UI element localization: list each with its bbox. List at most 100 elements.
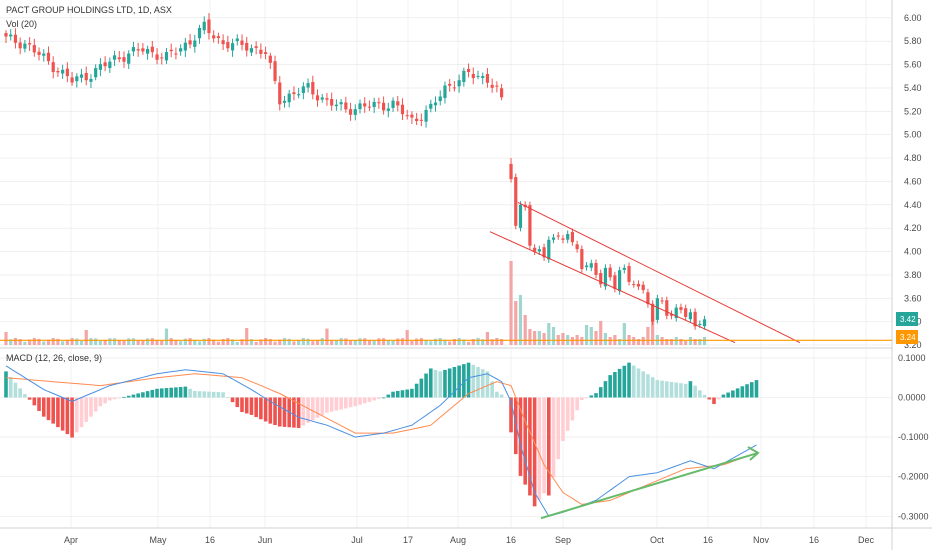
macd-histogram-bar	[131, 394, 136, 398]
macd-histogram-bar	[513, 397, 518, 455]
candle-body	[221, 40, 225, 45]
candle-body	[518, 204, 523, 228]
volume-bar	[301, 338, 305, 345]
macd-histogram-bar	[254, 397, 258, 418]
volume-bar	[580, 337, 584, 345]
macd-histogram-bar	[329, 397, 334, 412]
candle-body	[448, 83, 452, 86]
candle-body	[339, 102, 343, 105]
macd-tick-label: -0.1000	[898, 432, 929, 442]
candle-body	[533, 247, 537, 252]
last-price-label: 3.42	[900, 315, 916, 324]
macd-histogram-bar	[745, 384, 749, 398]
volume-bar	[197, 341, 202, 345]
macd-tick-label: 0.0000	[898, 393, 926, 403]
volume-bar	[70, 338, 74, 345]
candle-body	[509, 163, 513, 180]
candle-body	[391, 100, 395, 108]
macd-histogram-bar	[197, 391, 202, 398]
candle-body	[212, 35, 216, 39]
volume-bar	[599, 321, 603, 345]
macd-histogram-bar	[367, 397, 372, 402]
candle-body	[660, 300, 664, 302]
macd-histogram-bar	[443, 369, 447, 398]
macd-histogram-bar	[731, 390, 735, 398]
divergence-trendline	[540, 451, 759, 520]
candle-body	[353, 109, 357, 115]
volume-bar	[669, 339, 674, 345]
volume-bar	[490, 339, 494, 345]
macd-histogram-bar	[584, 397, 589, 399]
macd-histogram-bar	[485, 371, 490, 398]
candle-body	[429, 103, 433, 109]
macd-histogram-bar	[679, 383, 683, 398]
volume-bar	[127, 338, 131, 345]
volume-bar	[514, 301, 518, 345]
macd-histogram-bar	[655, 380, 660, 398]
volume-bar	[660, 337, 664, 345]
candle-body	[183, 42, 187, 51]
candle-body	[382, 102, 386, 111]
macd-histogram-bar	[726, 392, 730, 398]
candle-body	[268, 55, 272, 63]
candle-body	[542, 247, 546, 258]
candle-body	[46, 52, 51, 62]
volume-bar	[584, 325, 589, 345]
macd-histogram-bar	[565, 397, 570, 431]
candle-body	[655, 298, 659, 320]
candle-body	[259, 49, 263, 54]
support-level-label: 3.24	[900, 333, 916, 342]
candle-body	[264, 52, 268, 54]
volume-bar	[42, 341, 46, 345]
macd-histogram-bar	[211, 391, 216, 398]
candle-body	[528, 205, 532, 246]
time-tick-label: Jun	[258, 535, 273, 545]
candle-body	[245, 42, 249, 51]
time-tick-label: 16	[809, 535, 819, 545]
candle-body	[702, 319, 707, 327]
candle-body	[51, 62, 55, 73]
price-tick-label: 5.80	[904, 36, 922, 46]
candle-body	[235, 38, 239, 42]
macd-histogram-bar	[65, 397, 70, 435]
volume-bar	[344, 338, 348, 345]
volume-bar	[561, 333, 565, 345]
macd-histogram-bar	[4, 371, 8, 398]
macd-histogram-bar	[523, 397, 527, 485]
volume-bar	[353, 340, 357, 345]
macd-histogram-bar	[75, 397, 79, 433]
volume-bar	[363, 338, 367, 345]
candle-body	[608, 267, 612, 278]
candle-body	[636, 283, 641, 287]
volume-bar	[160, 340, 164, 345]
volume-bar	[136, 340, 140, 345]
candle-body	[155, 54, 159, 60]
macd-histogram-bar	[669, 381, 674, 398]
macd-histogram-bar	[23, 394, 27, 398]
macd-histogram-bar	[155, 388, 159, 398]
macd-histogram-bar	[556, 397, 561, 460]
volume-bar	[702, 337, 707, 345]
candle-body	[122, 57, 126, 62]
volume-bar	[448, 341, 452, 345]
macd-histogram-bar	[46, 397, 51, 421]
volume-bar	[84, 329, 88, 345]
volume-bar	[268, 338, 272, 345]
channel-lower-line	[489, 231, 736, 344]
candle-body	[70, 77, 74, 83]
volume-bar	[570, 337, 574, 345]
candle-body	[136, 49, 140, 51]
volume-bar	[693, 339, 697, 345]
candle-body	[193, 40, 197, 47]
candle-body	[65, 68, 69, 77]
candle-body	[410, 114, 414, 118]
candle-body	[4, 33, 8, 37]
candle-body	[174, 53, 178, 55]
volume-bar	[9, 339, 13, 345]
candle-body	[471, 73, 475, 79]
macd-histogram-bar	[249, 397, 254, 415]
candle-body	[433, 102, 438, 106]
volume-bar	[202, 338, 206, 345]
volume-bar	[37, 338, 41, 345]
candle-body	[103, 62, 107, 67]
